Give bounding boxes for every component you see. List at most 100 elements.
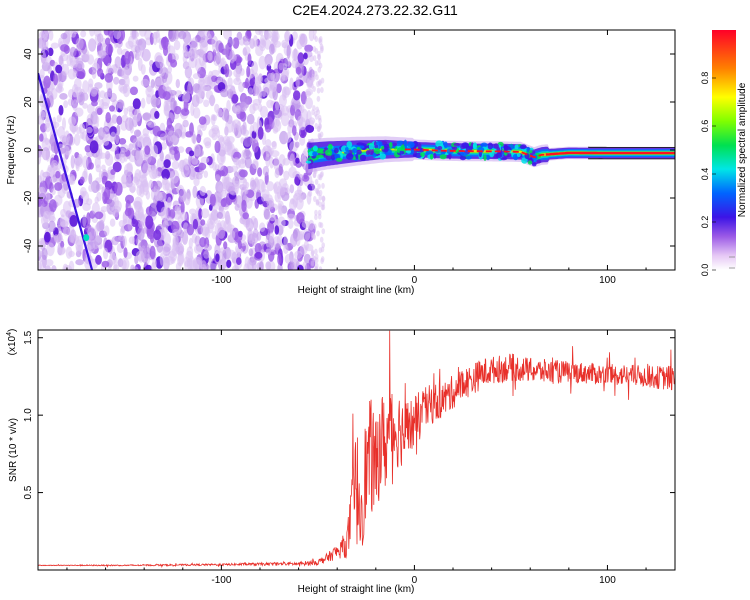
noise-blob [69,46,77,58]
noise-blob [219,247,226,254]
noise-blob [318,189,323,196]
signal-speckle [514,144,519,150]
noise-blob [284,253,293,265]
noise-blob [75,157,80,169]
noise-blob [316,95,321,102]
figure-title: C2E4.2024.273.22.32.G11 [292,2,458,18]
noise-blob [227,185,236,195]
signal-speckle [520,144,527,150]
noise-blob [79,186,87,197]
noise-blob [199,237,207,248]
noise-blob [40,38,46,53]
spectrogram-y-tick-label: 20 [23,96,34,108]
noise-blob [263,208,271,220]
noise-blob [76,57,83,69]
noise-blob [126,175,132,186]
signal-speckle [391,142,397,147]
snr-panel: -100 0 100 0.5 1.0 1.5 Height of straight lin… [6,329,676,595]
noise-blob [185,250,194,263]
noise-blob [124,117,134,131]
noise-blob [135,150,140,162]
noise-blob [318,117,322,124]
noise-blob [112,161,122,173]
noise-blob [172,234,179,248]
noise-blob [250,179,257,191]
signal-speckle [430,153,434,160]
noise-blob [186,224,195,236]
noise-blob [253,228,259,238]
noise-blob [321,228,326,235]
noise-blob [296,212,305,225]
signal-speckle [396,140,404,145]
noise-blob [320,87,324,93]
noise-blob [266,181,275,192]
noise-blob [174,150,181,161]
colorbar-tick-label: 0.8 [700,72,710,85]
noise-blob [170,97,176,111]
noise-blob [120,257,130,270]
snr-y-multiplier-base: (x10 [7,335,18,355]
noise-blob [278,178,288,189]
noise-blob [96,107,103,116]
noise-blob [94,156,101,169]
noise-blob [121,173,128,185]
noise-blob [308,190,313,197]
noise-blob [266,200,275,210]
noise-blob [50,42,60,49]
noise-blob [304,44,314,53]
noise-blob [245,181,250,189]
signal-speckle [417,143,422,150]
noise-blob [50,159,59,171]
noise-blob [103,225,110,236]
noise-blob [137,57,143,71]
noise-blob [182,119,189,128]
noise-blob [89,30,95,37]
noise-blob [105,44,114,55]
noise-blob [82,155,89,169]
noise-blob [289,184,295,194]
noise-blob [236,257,242,265]
noise-blob [216,211,224,219]
noise-blob [41,247,48,260]
noise-blob [242,212,249,220]
noise-blob [173,106,182,115]
noise-blob [60,32,68,40]
noise-blob [80,30,87,38]
noise-blob [89,140,99,154]
noise-blob [294,250,303,259]
noise-blob [39,133,44,142]
signal-speckle [459,155,467,161]
colorbar-ticks: 0.0 0.2 0.4 0.6 0.8 [700,72,735,276]
noise-blob [65,246,73,259]
signal-speckle [407,141,415,148]
noise-blob [192,134,197,145]
noise-blob [314,248,318,255]
noise-blob [254,251,263,259]
noise-blob [61,63,70,76]
noise-blob [116,124,121,136]
noise-blob [292,171,301,179]
noise-blob [67,30,73,36]
noise-blob [195,89,204,99]
spectrogram-x-axis-label: Height of straight line (km) [298,285,415,296]
noise-blob [180,200,185,214]
spectrogram-x-tick-label: 0 [412,275,418,286]
noise-blob [200,219,206,226]
signal-speckle [485,155,491,161]
noise-blob [315,199,320,206]
noise-blob [273,156,280,171]
noise-blob [163,159,171,169]
noise-blob [161,168,170,180]
noise-blob [274,192,282,203]
noise-blob [137,44,142,57]
signal-speckle [359,154,367,161]
noise-blob [113,200,122,211]
spectrogram-y-tick-label: -20 [23,190,34,205]
noise-blob [239,101,248,113]
snr-y-tick-label: 1.5 [23,330,34,344]
noise-blob [180,211,188,221]
noise-blob [220,152,225,163]
noise-blob [63,100,68,109]
noise-blob [239,169,248,178]
noise-blob [231,94,239,104]
